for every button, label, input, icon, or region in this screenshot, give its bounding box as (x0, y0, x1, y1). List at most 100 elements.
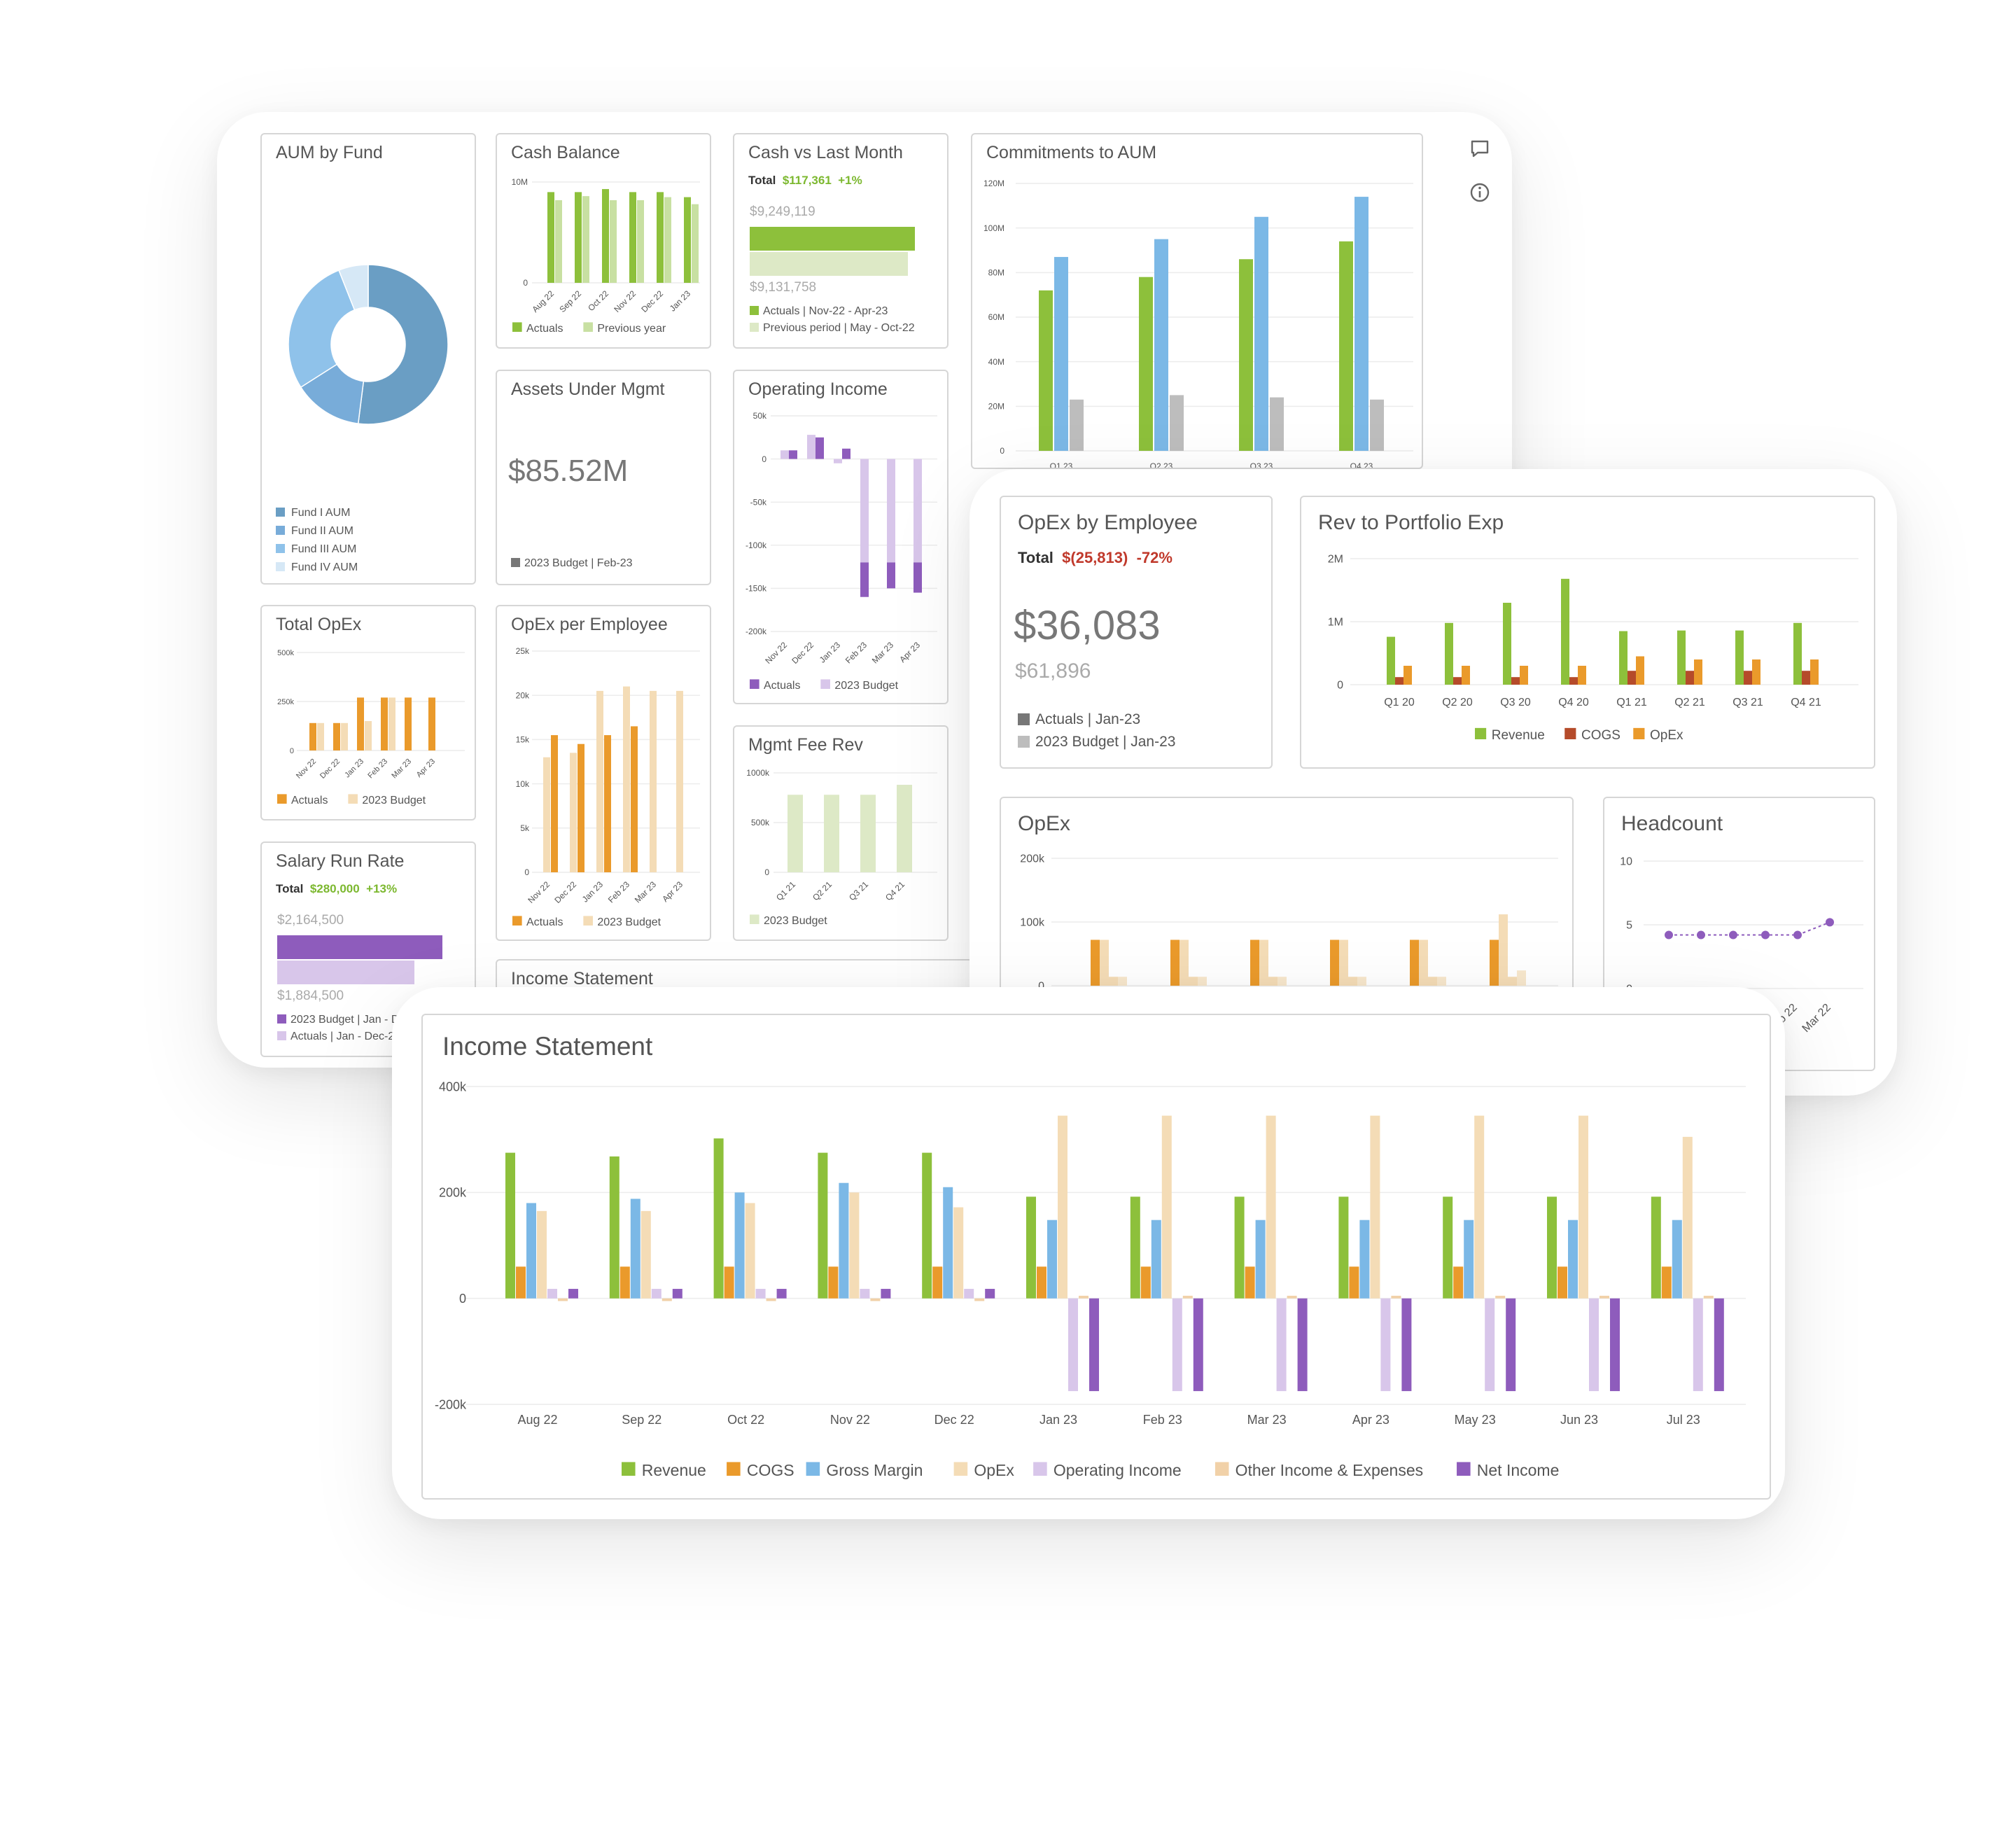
y-tick-label: -50k (750, 497, 767, 507)
legend-swatch (583, 322, 593, 332)
x-tick-label: Apr 23 (660, 879, 685, 904)
card-commitments-to-aum[interactable]: Commitments to AUM 120M 100M 80M 60M 40M 20M 0… (971, 133, 1423, 469)
y-tick-label: 10M (512, 177, 528, 187)
bar (650, 690, 657, 872)
y-tick-label: 0 (1038, 981, 1044, 993)
x-tick-label: Feb 23 (1143, 1413, 1182, 1427)
card-title: Headcount (1621, 812, 1723, 835)
bar (1490, 940, 1499, 986)
total-change: +13% (366, 882, 398, 895)
bar (913, 562, 922, 593)
info-icon[interactable] (1468, 181, 1492, 204)
comment-icon[interactable] (1468, 137, 1492, 161)
bar (1170, 395, 1184, 451)
bar (1370, 1115, 1380, 1299)
bar (834, 459, 842, 463)
card-rev-to-portfolio-exp[interactable]: Rev to Portfolio Exp 2M 1M 0 Q1 20 Q2 20 Q3 2… (1300, 496, 1875, 769)
bar (1091, 940, 1100, 986)
bar (1445, 622, 1453, 685)
bar (684, 197, 691, 283)
bar (555, 200, 562, 283)
bar (881, 1289, 891, 1299)
card-cash-balance[interactable]: Cash Balance 10M 0 Aug 22 Sep 22 Oct 22 Nov 2… (496, 133, 711, 349)
bar (1339, 940, 1348, 986)
opex-chart: 200k 100k 0 (1020, 853, 1558, 993)
bar (974, 1298, 985, 1301)
y-tick-label: 25k (516, 646, 530, 656)
bar (1610, 1298, 1620, 1392)
y-tick-label: 0 (764, 867, 769, 877)
bar (897, 785, 912, 872)
bar (1474, 1115, 1485, 1299)
y-tick-label: 200k (439, 1186, 467, 1200)
card-aum-by-fund[interactable]: AUM by Fund Fund I AUM Fund II AUM Fund II… (260, 133, 476, 585)
legend-swatch (348, 794, 358, 804)
bar (824, 795, 839, 872)
legend-swatch (750, 914, 760, 924)
bar (1651, 1196, 1661, 1299)
bar (1661, 1266, 1672, 1299)
card-title: Cash vs Last Month (748, 143, 903, 162)
bar (1330, 940, 1339, 986)
bar (1278, 977, 1287, 986)
bar (672, 1289, 682, 1299)
legend-swatch (1475, 727, 1487, 739)
y-tick-label: 15k (516, 735, 530, 745)
bar (610, 200, 617, 283)
y-tick-label: 0 (524, 867, 529, 877)
bar (1370, 399, 1384, 451)
bar (1558, 1266, 1567, 1299)
x-tick-label: May 23 (1455, 1413, 1496, 1427)
bar (1561, 578, 1569, 685)
bar (1357, 977, 1366, 986)
bar (1118, 977, 1127, 986)
x-tick-label: Q1 23 (1050, 461, 1073, 468)
value-bottom: $1,884,500 (277, 989, 344, 1003)
card-opex-by-employee[interactable]: OpEx by Employee Total $(25,813) -72% $3… (1000, 496, 1273, 769)
bar (1511, 677, 1520, 685)
card-income-statement[interactable]: Income Statement 400k 200k 0 -200k Aug 22 Sep… (421, 1014, 1771, 1500)
bar (1047, 1220, 1057, 1299)
bar (1520, 666, 1528, 685)
total-change: -72% (1136, 549, 1172, 566)
card-title: Commitments to AUM (986, 143, 1157, 162)
x-tick-label: Feb 23 (606, 879, 632, 905)
bar (1752, 659, 1760, 685)
card-salary-run-rate[interactable]: Salary Run Rate Total $280,000 +13% $2,1… (260, 841, 476, 1057)
x-tick-label: Q3 21 (1732, 697, 1763, 708)
card-opex-per-employee[interactable]: OpEx per Employee 25k 20k 15k 10k 5k 0 Nov 22 D… (496, 605, 711, 941)
bar (745, 1203, 755, 1299)
bar (637, 200, 644, 283)
bar (651, 1289, 662, 1299)
bar (1234, 1196, 1245, 1299)
y-tick-label: -200k (746, 627, 767, 636)
rev-to-portfolio-exp-chart: 2M 1M 0 Q1 20 Q2 20 Q3 20 Q4 20 Q1 21 Q2 21 Q3 21… (1328, 554, 1858, 743)
card-mgmt-fee-rev[interactable]: Mgmt Fee Rev 1000k 500k 0 Q1 21 Q2 21 Q3 21 Q4… (733, 725, 948, 941)
card-total-opex[interactable]: Total OpEx 500k 250k 0 Nov 22 Dec 22 Jan 23 Fe… (260, 605, 476, 820)
bar (1259, 940, 1268, 986)
y-tick-label: -200k (435, 1397, 467, 1411)
y-tick-label: -100k (746, 540, 767, 550)
bar (1172, 1298, 1182, 1392)
card-title: AUM by Fund (276, 143, 383, 162)
legend-swatch (277, 1031, 286, 1040)
x-tick-label: Q2 21 (1674, 697, 1705, 708)
card-operating-income[interactable]: Operating Income 50k 0 -50k -100k -150k -200k… (733, 370, 948, 704)
legend-swatch (276, 508, 285, 517)
bar (1589, 1298, 1599, 1392)
bar (1270, 397, 1284, 451)
bar (543, 757, 550, 872)
bar (1506, 1298, 1516, 1392)
data-point (1665, 930, 1673, 940)
bar (1682, 1136, 1693, 1299)
bar (1569, 677, 1578, 685)
bar (1079, 1295, 1088, 1299)
bar (570, 753, 577, 872)
bar (516, 1266, 526, 1299)
x-tick-label: Q4 21 (1791, 697, 1821, 708)
card-title: Mgmt Fee Rev (748, 735, 863, 755)
opex-value: $36,083 (1014, 603, 1161, 648)
card-cash-vs-last-month[interactable]: Cash vs Last Month Total $117,361 +1% $9… (733, 133, 948, 349)
card-assets-under-mgmt[interactable]: Assets Under Mgmt $85.52M 2023 Budget | … (496, 370, 711, 585)
